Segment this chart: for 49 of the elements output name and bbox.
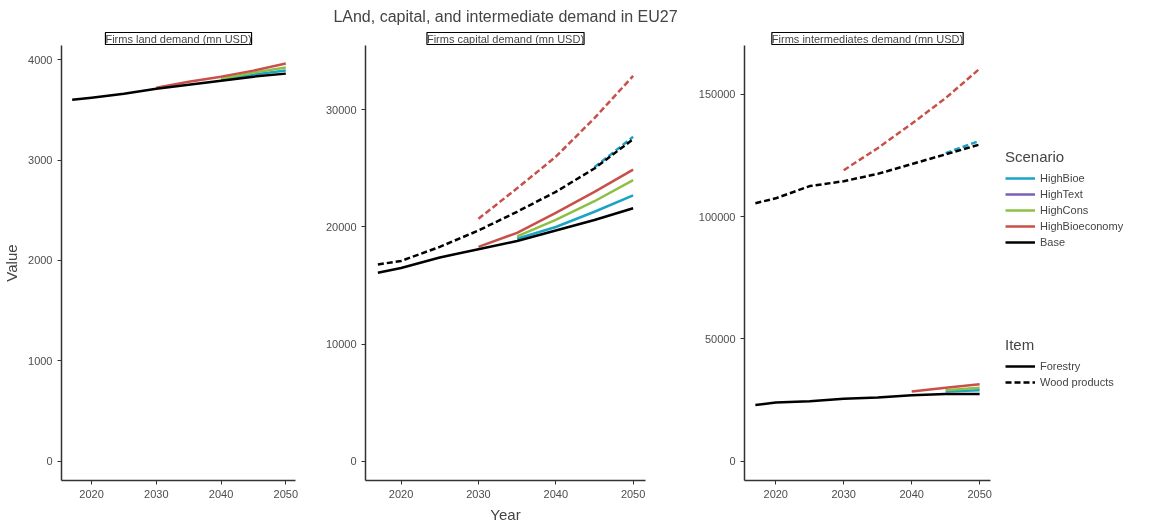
legend-label: Base (1040, 235, 1066, 250)
legend-label: HighBioeconomy (1040, 219, 1124, 234)
y-tick-label: 1000 (28, 354, 53, 367)
x-tick-label: 2050 (620, 487, 646, 500)
text: Forestry (1040, 359, 1081, 374)
line-series (842, 67, 981, 172)
legend-label: HighBioe (1040, 171, 1085, 186)
y-tick-label: 0 (46, 455, 53, 468)
text: Wood products (1040, 375, 1114, 390)
y-tick-label: 10000 (325, 338, 357, 351)
y-tick-label: 0 (729, 455, 736, 468)
line-series (155, 62, 288, 89)
x-tick-label: 2020 (763, 487, 789, 500)
x-tick-label: 2030 (466, 487, 491, 500)
x-tick-label: 2020 (388, 487, 414, 500)
line-series (376, 207, 635, 274)
line-series (754, 392, 981, 407)
x-tick-label: 2040 (899, 487, 924, 500)
y-tick-label: 3000 (28, 154, 53, 167)
legend-title: Scenario (1005, 148, 1066, 165)
y-axis-title: Value (3, 244, 21, 282)
chart-subtitle: Firms land demand (mn USD) (105, 32, 252, 45)
x-tick-label: 2050 (967, 487, 992, 500)
x-tick-label: 2020 (79, 487, 104, 500)
y-tick-label: 2000 (28, 254, 53, 267)
y-tick-label: 0 (350, 455, 357, 468)
line-series (515, 194, 635, 240)
legend-label: HighCons (1040, 203, 1089, 218)
y-tick-label: 150000 (698, 88, 736, 101)
line-series (477, 168, 635, 249)
line-series (515, 178, 635, 238)
line-series (754, 143, 981, 205)
line-series (376, 137, 635, 266)
y-tick-label: 20000 (325, 220, 357, 233)
x-tick-label: 2040 (543, 487, 569, 500)
line-series (477, 74, 635, 221)
y-tick-label: 50000 (704, 332, 736, 345)
line-series (70, 72, 288, 101)
y-tick-label: 100000 (698, 210, 736, 223)
x-tick-label: 2030 (831, 487, 856, 500)
x-axis-title: Year (490, 505, 521, 523)
text: Item (1005, 336, 1036, 353)
chart-title: LAnd, capital, and intermediate demand in EU27 (333, 7, 678, 25)
y-tick-label: 30000 (325, 103, 357, 116)
x-tick-label: 2040 (208, 487, 234, 500)
legend-label: HighText (1040, 187, 1083, 202)
y-tick-label: 4000 (28, 53, 53, 66)
x-tick-label: 2050 (273, 487, 299, 500)
x-tick-label: 2030 (144, 487, 169, 500)
